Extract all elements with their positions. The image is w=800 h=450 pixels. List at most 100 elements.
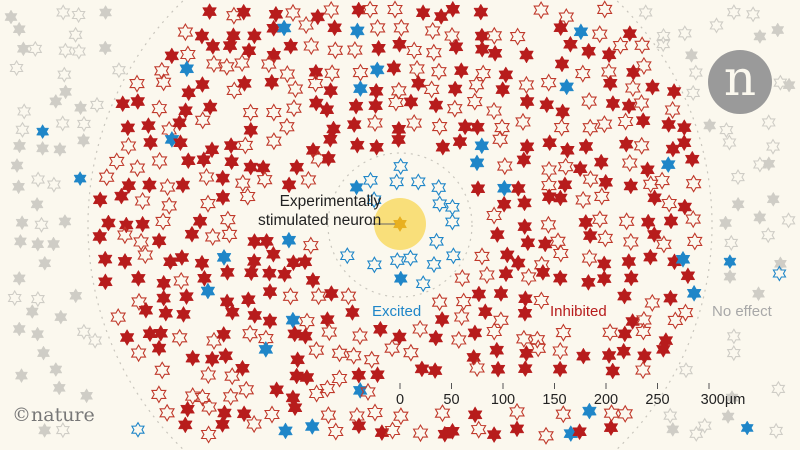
inhibited-neuron-filled — [453, 62, 469, 80]
inhibited-neuron-filled — [617, 325, 633, 343]
no-effect-neuron-filled — [753, 29, 767, 45]
inhibited-neuron-outline — [367, 113, 383, 132]
inhibited-neuron-outline — [654, 171, 670, 190]
inhibited-neuron-outline — [390, 81, 407, 100]
inhibited-neuron-filled — [246, 252, 262, 270]
inhibited-neuron-filled — [510, 254, 526, 272]
inhibited-neuron-outline — [412, 424, 429, 443]
no-effect-neuron-filled — [74, 100, 88, 116]
no-effect-neuron-filled — [99, 5, 113, 20]
inhibited-neuron-filled — [635, 112, 651, 130]
excited-neuron-filled — [278, 422, 293, 440]
inhibited-neuron-filled — [247, 307, 263, 324]
inhibited-neuron-outline — [265, 103, 282, 122]
inhibited-neuron-filled — [537, 235, 553, 253]
no-effect-neuron-filled — [723, 269, 737, 285]
inhibited-neuron-filled — [466, 348, 482, 366]
inhibited-neuron-outline — [346, 41, 363, 60]
inhibited-neuron-outline — [553, 118, 570, 137]
inhibited-neuron-filled — [138, 301, 154, 319]
excited-neuron-outline — [432, 195, 448, 213]
inhibited-neuron-filled — [92, 227, 108, 246]
inhibited-neuron-outline — [323, 0, 340, 20]
no-effect-neuron-filled — [16, 41, 30, 57]
inhibited-neuron-filled — [323, 82, 339, 100]
inhibited-neuron-filled — [262, 264, 277, 282]
inhibited-neuron-filled — [676, 119, 692, 137]
no-effect-neuron-filled — [684, 47, 698, 63]
excited-neuron-filled — [660, 156, 676, 174]
inhibited-neuron-outline — [150, 385, 167, 404]
inhibited-neuron-outline — [406, 41, 423, 60]
inhibited-neuron-filled — [184, 225, 200, 243]
no-effect-neuron-outline — [28, 40, 43, 58]
inhibited-neuron-filled — [578, 138, 594, 156]
inhibited-neuron-outline — [403, 343, 419, 362]
inhibited-neuron-outline — [685, 209, 702, 229]
inhibited-neuron-filled — [616, 342, 632, 360]
no-effect-neuron-filled — [13, 233, 27, 249]
inhibited-neuron-outline — [664, 100, 681, 120]
inhibited-neuron-filled — [428, 96, 444, 114]
inhibited-neuron-filled — [666, 82, 682, 101]
inhibited-neuron-filled — [647, 189, 662, 207]
inhibited-neuron-outline — [582, 170, 599, 189]
inhibited-neuron-filled — [172, 114, 187, 132]
inhibited-neuron-filled — [433, 7, 449, 25]
inhibited-neuron-filled — [156, 274, 172, 292]
no-effect-neuron-filled — [36, 140, 50, 156]
inhibited-neuron-outline — [324, 64, 340, 83]
no-effect-neuron-outline — [71, 43, 86, 60]
inhibited-neuron-filled — [216, 325, 232, 343]
inhibited-neuron-outline — [173, 271, 190, 291]
no-effect-label: No effect — [712, 303, 772, 320]
inhibited-neuron-filled — [323, 285, 339, 302]
no-effect-neuron-outline — [89, 96, 104, 114]
inhibited-neuron-filled — [224, 153, 240, 171]
inhibited-neuron-outline — [469, 358, 485, 378]
inhibited-neuron-outline — [582, 118, 599, 137]
inhibited-neuron-filled — [241, 42, 257, 60]
no-effect-neuron-filled — [703, 118, 717, 133]
inhibited-neuron-filled — [563, 35, 578, 53]
no-effect-neuron-filled — [721, 408, 735, 425]
inhibited-neuron-outline — [424, 21, 441, 40]
stimulated-neuron-label: Experimentally stimulated neuron — [258, 192, 381, 230]
no-effect-neuron-outline — [766, 138, 781, 155]
inhibited-neuron-outline — [302, 236, 319, 255]
scale-tick-label: 50 — [443, 392, 460, 408]
no-effect-neuron-outline — [111, 62, 126, 79]
inhibited-neuron-outline — [661, 194, 678, 213]
inhibited-neuron-filled — [142, 325, 158, 343]
inhibited-neuron-outline — [633, 136, 650, 155]
inhibited-neuron-outline — [352, 326, 368, 346]
no-effect-neuron-filled — [782, 77, 796, 93]
excited-neuron-filled — [200, 282, 216, 300]
inhibited-neuron-filled — [243, 158, 259, 176]
inhibited-neuron-outline — [431, 117, 448, 136]
inhibited-neuron-outline — [221, 225, 238, 244]
inhibited-neuron-filled — [495, 81, 511, 99]
inhibited-neuron-filled — [194, 254, 210, 272]
inhibited-neuron-filled — [351, 366, 367, 384]
inhibited-neuron-filled — [283, 37, 299, 55]
no-effect-neuron-outline — [769, 422, 784, 440]
inhibited-neuron-outline — [300, 170, 317, 189]
nature-logo: n — [708, 50, 772, 114]
inhibited-neuron-outline — [110, 307, 127, 327]
inhibited-neuron-outline — [130, 343, 147, 363]
stimulated-neuron-icon — [393, 216, 407, 232]
inhibited-neuron-filled — [684, 150, 700, 168]
inhibited-neuron-filled — [517, 194, 532, 212]
inhibited-neuron-filled — [247, 232, 262, 251]
inhibited-neuron-outline — [597, 229, 614, 248]
inhibited-neuron-filled — [554, 55, 570, 73]
inhibited-neuron-filled — [176, 305, 191, 323]
inhibited-neuron-filled — [297, 253, 313, 271]
no-effect-neuron-filled — [52, 380, 66, 396]
inhibited-neuron-filled — [222, 37, 238, 55]
inhibited-neuron-outline — [454, 268, 471, 288]
inhibited-neuron-outline — [153, 61, 170, 80]
no-effect-neuron-filled — [753, 209, 767, 225]
inhibited-neuron-filled — [240, 291, 256, 309]
